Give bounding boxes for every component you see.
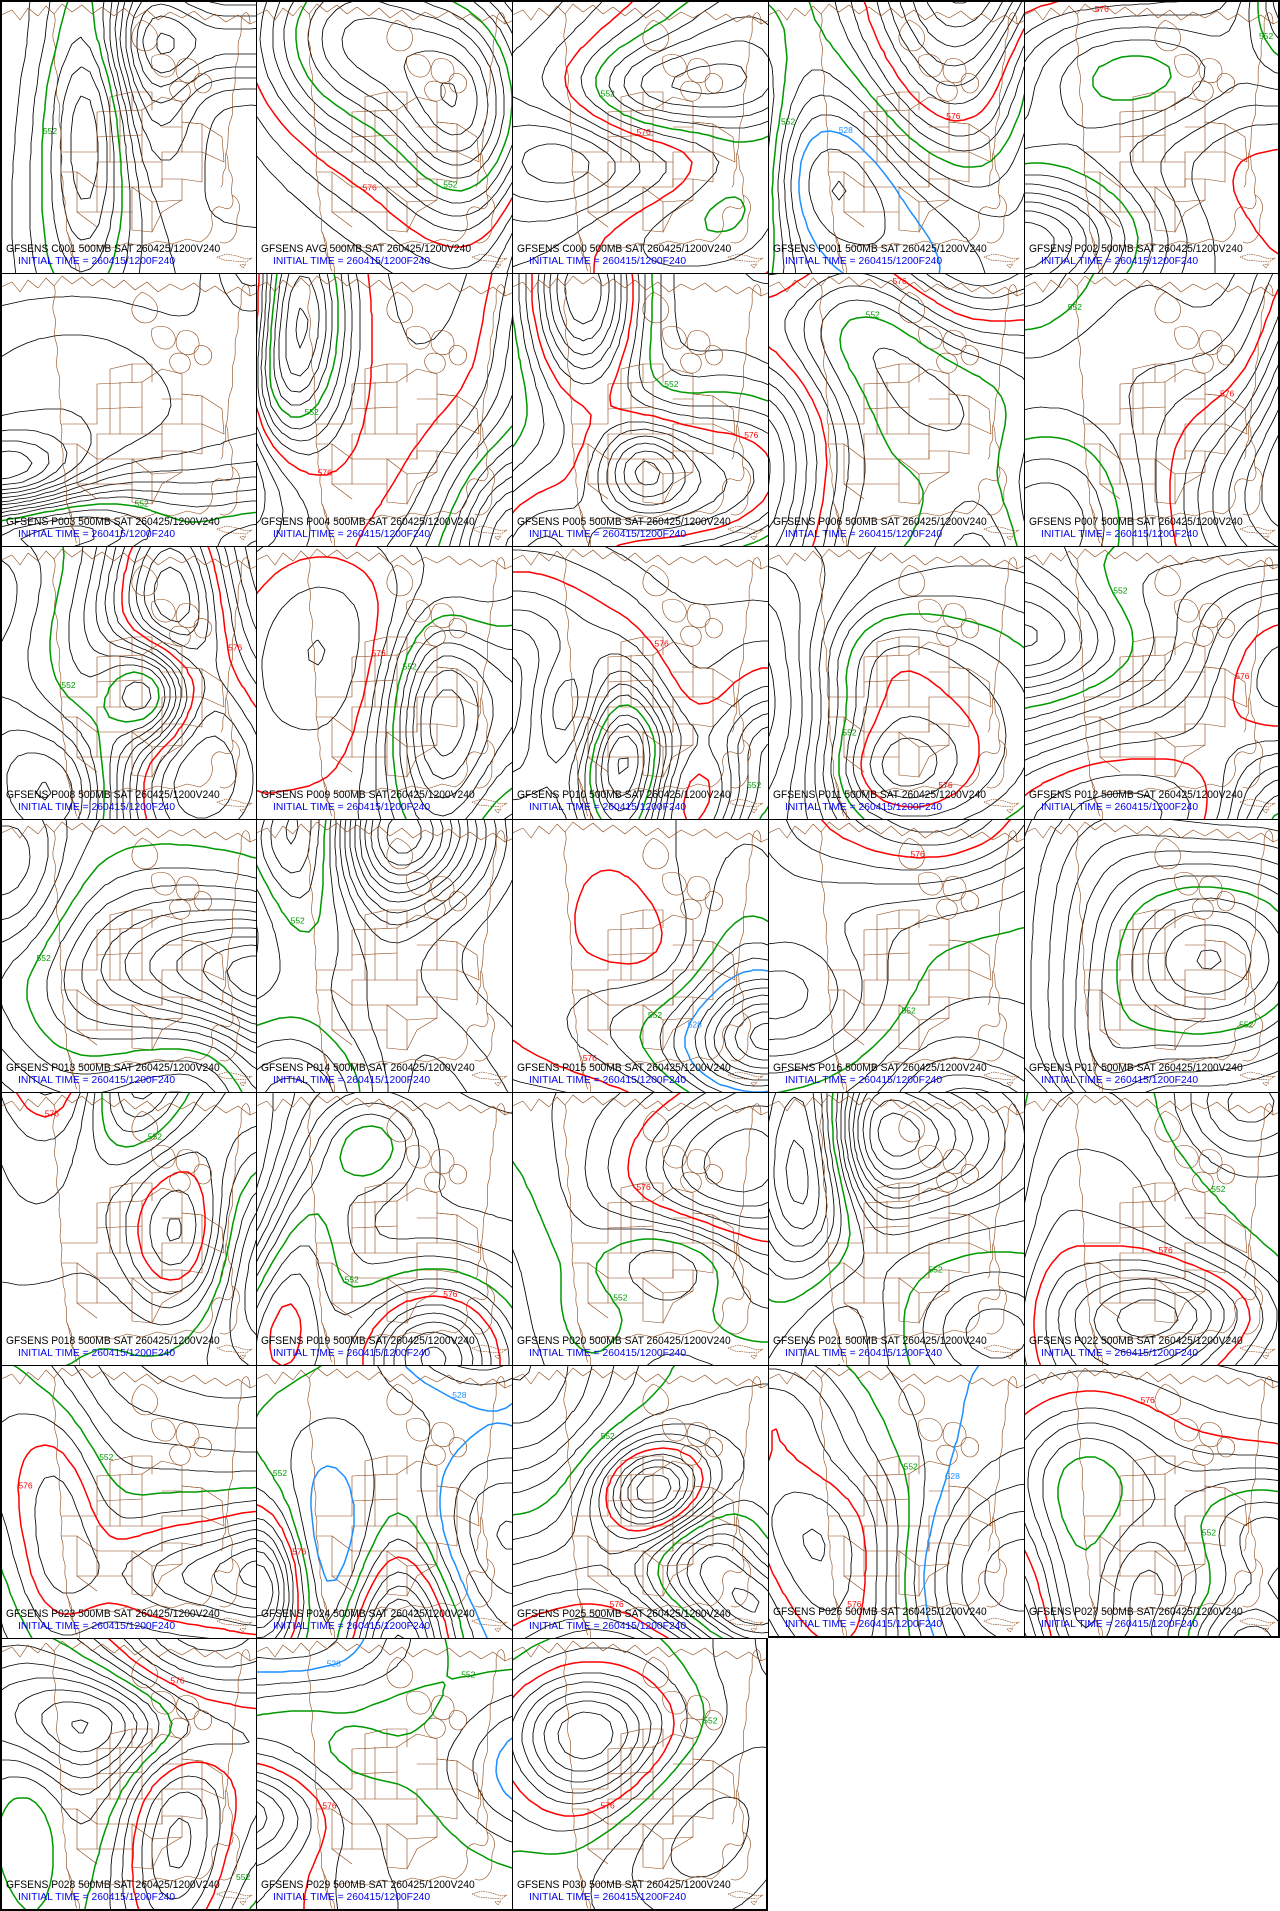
svg-text:576: 576 <box>610 1599 624 1609</box>
svg-text:552: 552 <box>1259 31 1273 41</box>
svg-text:552: 552 <box>664 379 678 389</box>
svg-text:528: 528 <box>327 1659 341 1669</box>
svg-text:576: 576 <box>938 780 952 790</box>
svg-text:576: 576 <box>318 467 332 477</box>
svg-text:552: 552 <box>461 1670 475 1680</box>
svg-text:552: 552 <box>904 1461 918 1471</box>
svg-text:552: 552 <box>866 309 880 319</box>
svg-text:576: 576 <box>443 1289 457 1299</box>
svg-text:576: 576 <box>45 1109 59 1119</box>
svg-text:552: 552 <box>305 407 319 417</box>
svg-text:552: 552 <box>99 1452 113 1462</box>
svg-text:576: 576 <box>228 642 242 652</box>
svg-text:576: 576 <box>322 1801 336 1811</box>
svg-text:576: 576 <box>292 1547 306 1557</box>
svg-text:552: 552 <box>928 1264 942 1274</box>
svg-text:552: 552 <box>273 1468 287 1478</box>
svg-text:552: 552 <box>37 953 51 963</box>
svg-text:576: 576 <box>637 1182 651 1192</box>
svg-text:576: 576 <box>1095 4 1109 14</box>
svg-text:576: 576 <box>1141 1395 1155 1405</box>
svg-text:576: 576 <box>1235 671 1249 681</box>
svg-text:552: 552 <box>601 1431 615 1441</box>
svg-text:576: 576 <box>744 430 758 440</box>
svg-text:576: 576 <box>911 849 925 859</box>
svg-text:576: 576 <box>372 648 386 658</box>
svg-text:576: 576 <box>637 127 651 137</box>
svg-text:576: 576 <box>893 276 907 286</box>
svg-text:552: 552 <box>443 180 457 190</box>
svg-text:552: 552 <box>403 661 417 671</box>
svg-text:552: 552 <box>1211 1184 1225 1194</box>
svg-text:552: 552 <box>747 780 761 790</box>
svg-text:552: 552 <box>291 915 305 925</box>
svg-text:552: 552 <box>345 1274 359 1284</box>
svg-text:552: 552 <box>1202 1528 1216 1538</box>
svg-text:576: 576 <box>583 1053 597 1063</box>
svg-text:576: 576 <box>170 1675 184 1685</box>
svg-text:552: 552 <box>61 680 75 690</box>
svg-text:528: 528 <box>452 1390 466 1400</box>
svg-text:552: 552 <box>135 498 149 508</box>
svg-text:576: 576 <box>655 639 669 649</box>
svg-text:576: 576 <box>18 1480 32 1490</box>
svg-text:528: 528 <box>839 125 853 135</box>
svg-text:576: 576 <box>363 182 377 192</box>
svg-text:552: 552 <box>1068 302 1082 312</box>
svg-text:552: 552 <box>842 728 856 738</box>
svg-text:528: 528 <box>946 1471 960 1481</box>
svg-text:552: 552 <box>703 1715 717 1725</box>
svg-text:552: 552 <box>601 89 615 99</box>
svg-text:552: 552 <box>43 126 57 136</box>
svg-text:576: 576 <box>601 1800 615 1810</box>
svg-text:552: 552 <box>148 1131 162 1141</box>
svg-text:528: 528 <box>688 1020 702 1030</box>
svg-text:552: 552 <box>781 116 795 126</box>
svg-text:552: 552 <box>1113 585 1127 595</box>
svg-text:576: 576 <box>946 111 960 121</box>
svg-text:552: 552 <box>236 1872 250 1882</box>
svg-text:576: 576 <box>1220 388 1234 398</box>
svg-text:552: 552 <box>902 1005 916 1015</box>
svg-text:552: 552 <box>1239 1020 1253 1030</box>
svg-text:552: 552 <box>648 1010 662 1020</box>
svg-text:576: 576 <box>1159 1245 1173 1255</box>
svg-text:552: 552 <box>613 1293 627 1303</box>
